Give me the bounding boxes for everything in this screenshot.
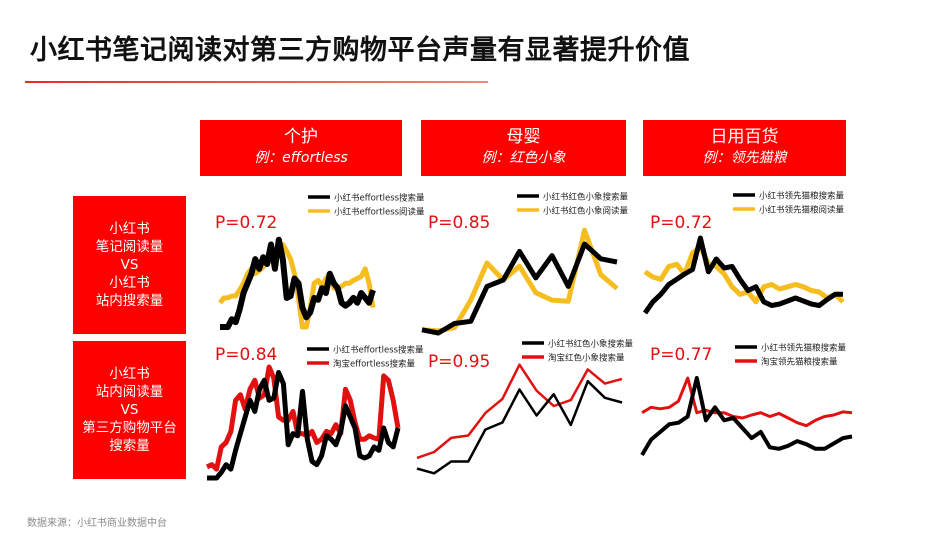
series-line-1 [416, 379, 623, 475]
series-line-2 [641, 376, 853, 428]
correlation-annotation: P=0.72 [215, 213, 277, 233]
category-header-daily-goods: 日用百货 例：领先猫粮 [643, 120, 846, 176]
series-line-1 [642, 235, 843, 315]
legend-label: 小红书effortless搜索量 [333, 345, 424, 356]
series-line-2 [421, 227, 619, 334]
legend-label: 小红书红色小象搜索量 [543, 192, 629, 203]
legend-label: 小红书红色小象阅读量 [543, 206, 629, 217]
legend-label: 淘宝领先猫粮搜索量 [761, 357, 838, 368]
data-source-note: 数据来源：小红书商业数据中台 [27, 518, 167, 529]
category-example: 例：effortless [254, 150, 348, 166]
series-line-2 [205, 364, 401, 472]
category-name: 母婴 [506, 127, 541, 147]
legend-label: 小红书effortless阅读量 [334, 207, 425, 218]
legend-label: 淘宝红色小象搜索量 [548, 353, 625, 364]
category-header-personal-care: 个护 例：effortless [200, 120, 402, 176]
category-example: 例：领先猫粮 [702, 150, 787, 166]
correlation-annotation: P=0.84 [215, 345, 277, 365]
series-line-1 [421, 241, 618, 336]
row-label-read-vs-search: 小红书 笔记阅读量 VS 小红书 站内搜索量 [73, 196, 186, 334]
legend-label: 小红书红色小象搜索量 [548, 339, 634, 350]
category-name: 日用百货 [710, 127, 779, 147]
correlation-annotation: P=0.77 [650, 345, 712, 365]
legend-label: 小红书领先猫粮搜索量 [761, 343, 847, 354]
series-line-2 [416, 363, 623, 460]
row-label-read-vs-third-party: 小红书 站内阅读量 VS 第三方购物平台 搜索量 [73, 341, 186, 479]
slide-title: 小红书笔记阅读对第三方购物平台声量有显著提升价值 [30, 35, 690, 66]
series-line-1 [220, 236, 376, 330]
legend-label: 小红书effortless搜索量 [334, 193, 425, 204]
legend-label: 淘宝effortless搜索量 [333, 359, 416, 370]
correlation-annotation: P=0.95 [428, 352, 490, 372]
series-line-1 [207, 370, 401, 481]
legend-label: 小红书领先猫粮搜索量 [759, 191, 845, 202]
legend-label: 小红书领先猫粮阅读量 [759, 205, 845, 216]
series-line-1 [640, 376, 853, 457]
title-underline [25, 81, 488, 83]
category-name: 个护 [284, 127, 318, 147]
series-line-2 [643, 244, 845, 305]
category-example: 例：红色小象 [481, 150, 566, 166]
correlation-annotation: P=0.85 [428, 213, 490, 233]
correlation-annotation: P=0.72 [650, 213, 712, 233]
category-header-mother-baby: 母婴 例：红色小象 [421, 120, 626, 176]
